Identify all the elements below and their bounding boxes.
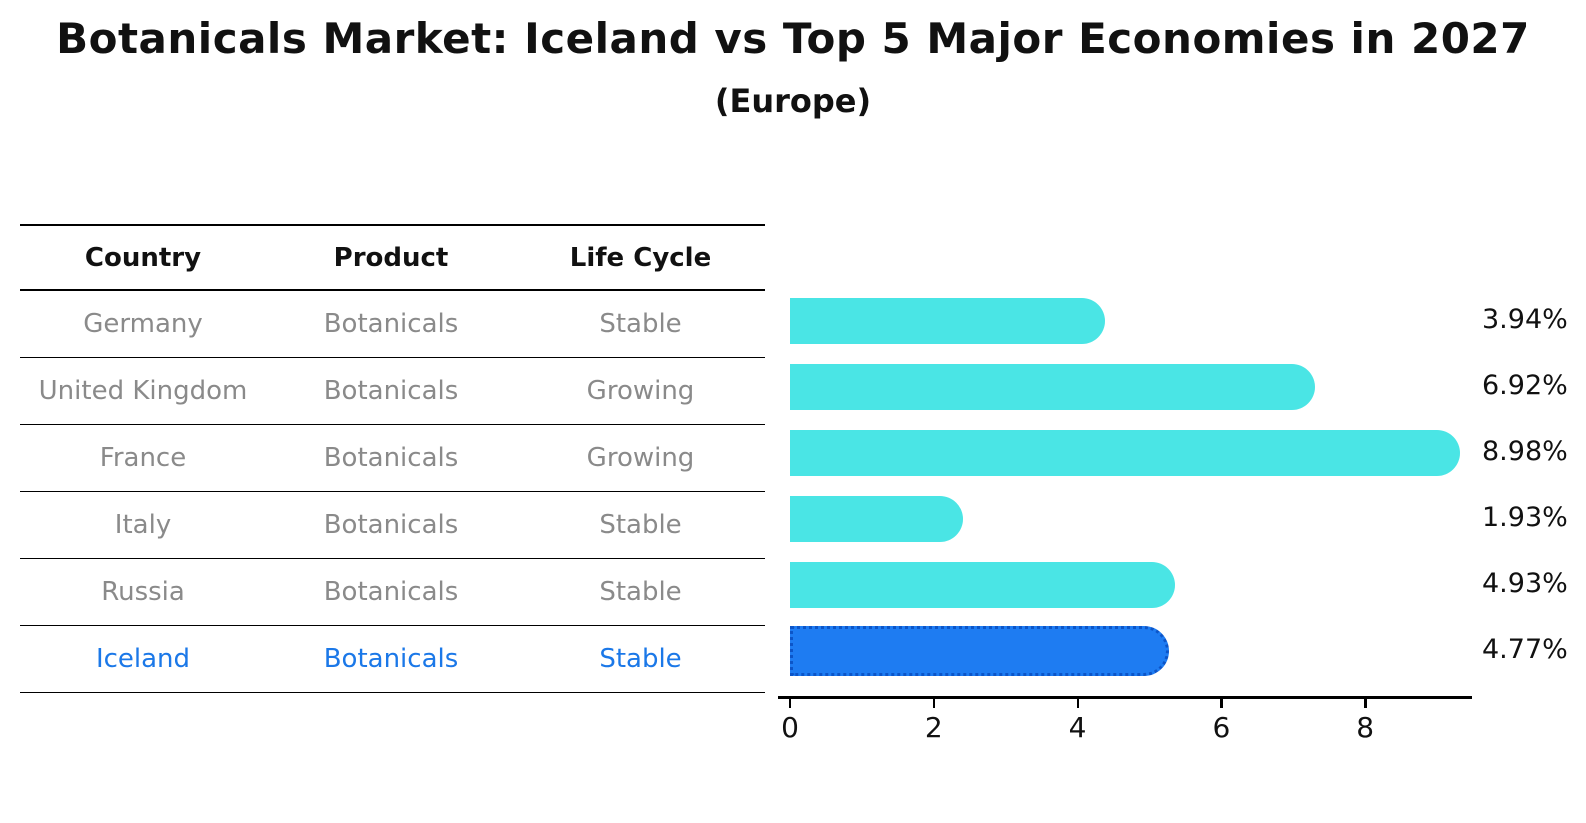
tick-label: 4: [1068, 711, 1087, 744]
value-label-iceland: 4.77%: [1482, 634, 1568, 665]
chart-subtitle: (Europe): [714, 82, 872, 120]
cell-product: Botanicals: [323, 376, 459, 406]
table-row-germany: Germany Botanicals Stable: [20, 291, 765, 358]
cell-life-cycle: Growing: [586, 376, 695, 406]
cell-product: Botanicals: [323, 510, 459, 540]
cell-life-cycle: Stable: [599, 510, 682, 540]
value-label-italy: 1.93%: [1482, 502, 1568, 533]
tick-mark: [1220, 699, 1223, 708]
tick-label: 0: [781, 711, 799, 744]
value-label-germany: 3.94%: [1482, 304, 1568, 335]
cell-life-cycle: Stable: [599, 577, 682, 607]
cell-product: Botanicals: [323, 644, 459, 674]
value-label-france: 8.98%: [1482, 436, 1568, 467]
tick-mark: [1364, 699, 1367, 708]
cell-product: Botanicals: [323, 577, 459, 607]
chart-title: Botanicals Market: Iceland vs Top 5 Majo…: [56, 14, 1530, 63]
column-header-life-cycle: Life Cycle: [569, 242, 712, 273]
table-row-iceland: Iceland Botanicals Stable: [20, 626, 765, 693]
cell-country: Germany: [83, 309, 203, 339]
bar-iceland: [790, 626, 1169, 676]
value-label-united-kingdom: 6.92%: [1482, 370, 1568, 401]
cell-country: United Kingdom: [38, 376, 248, 406]
bar-russia: [790, 562, 1175, 608]
cell-life-cycle: Stable: [599, 309, 682, 339]
cell-country: France: [99, 443, 187, 473]
bar-united-kingdom: [790, 364, 1315, 410]
tick-label: 8: [1356, 711, 1375, 744]
tick-mark: [932, 699, 936, 708]
column-header-country: Country: [84, 242, 202, 273]
bar-france: [790, 430, 1460, 476]
cell-country: Italy: [114, 510, 172, 540]
table-row-italy: Italy Botanicals Stable: [20, 492, 765, 559]
column-header-product: Product: [333, 242, 449, 273]
table-header-row: Country Product Life Cycle: [20, 226, 765, 291]
value-label-russia: 4.93%: [1482, 568, 1568, 599]
tick-label: 6: [1212, 711, 1231, 744]
table-row-united-kingdom: United Kingdom Botanicals Growing: [20, 358, 765, 425]
cell-country: Iceland: [95, 644, 191, 674]
cell-product: Botanicals: [323, 309, 459, 339]
bar-italy: [790, 496, 963, 542]
x-axis-line: [778, 696, 1472, 699]
tick-mark: [789, 699, 792, 708]
cell-life-cycle: Growing: [586, 443, 695, 473]
cell-life-cycle: Stable: [599, 644, 682, 674]
tick-mark: [1076, 699, 1079, 708]
country-table: Country Product Life Cycle Germany Botan…: [20, 224, 765, 693]
table-row-russia: Russia Botanicals Stable: [20, 559, 765, 626]
bar-germany: [790, 298, 1105, 344]
table-row-france: France Botanicals Growing: [20, 425, 765, 492]
tick-label: 2: [924, 711, 943, 744]
cell-product: Botanicals: [323, 443, 459, 473]
cell-country: Russia: [101, 577, 185, 607]
